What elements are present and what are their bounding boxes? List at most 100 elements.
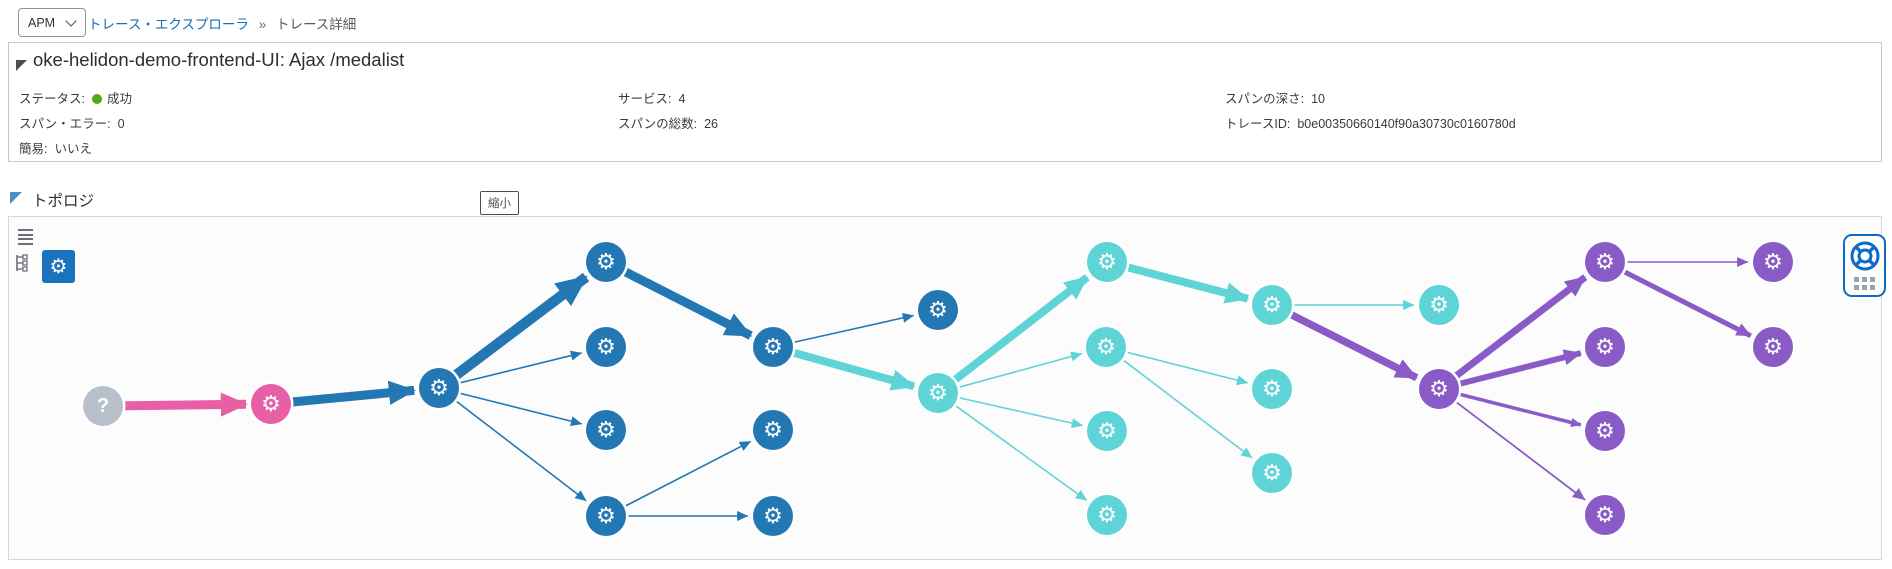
gear-icon: ⚙ <box>1763 334 1783 359</box>
breadcrumb: トレース・エクスプローラ » トレース詳細 <box>88 13 356 33</box>
gear-icon: ⚙ <box>1595 334 1615 359</box>
settings-button[interactable]: ⚙ <box>42 250 75 283</box>
trace-stats-col3: スパンの深さ: 10 トレースID: b0e00350660140f90a30730… <box>1225 87 1516 137</box>
apm-select-value: APM <box>28 15 56 30</box>
gear-icon: ⚙ <box>928 380 948 405</box>
trace-stats-col1: ステータス: 成功 スパン・エラー: 0 簡易: いいえ <box>19 87 132 162</box>
gear-icon: ⚙ <box>1763 249 1783 274</box>
breadcrumb-separator: » <box>258 17 267 32</box>
topology-node[interactable]: ⚙ <box>1585 495 1625 535</box>
services-row: サービス: 4 <box>618 87 718 112</box>
question-mark-icon: ? <box>96 395 110 417</box>
breadcrumb-link-trace-explorer[interactable]: トレース・エクスプローラ <box>88 17 249 32</box>
topology-node[interactable]: ⚙ <box>1087 495 1127 535</box>
topology-node[interactable]: ⚙ <box>1585 242 1625 282</box>
apm-select[interactable]: APM <box>18 8 86 37</box>
topology-node[interactable]: ⚙ <box>918 373 958 413</box>
gear-icon: ⚙ <box>1262 460 1282 485</box>
status-dot-icon <box>91 94 102 104</box>
trace-id-row: トレースID: b0e00350660140f90a30730c0160780d <box>1225 112 1516 137</box>
topology-node[interactable]: ⚙ <box>1585 411 1625 451</box>
trace-stats-col2: サービス: 4 スパンの総数: 26 <box>618 87 718 137</box>
status-row: ステータス: 成功 <box>19 87 132 112</box>
gear-icon: ⚙ <box>763 417 783 442</box>
gear-icon: ⚙ <box>596 417 616 442</box>
gear-icon: ⚙ <box>1096 334 1116 359</box>
trace-summary-panel: oke-helidon-demo-frontend-UI: Ajax /meda… <box>8 42 1882 162</box>
status-label: ステータス: <box>19 92 85 106</box>
topology-node[interactable]: ⚙ <box>586 242 626 282</box>
topology-node[interactable]: ⚙ <box>1087 411 1127 451</box>
gear-icon: ⚙ <box>1595 249 1615 274</box>
span-errors-value: 0 <box>117 117 125 131</box>
total-spans-label: スパンの総数: <box>618 117 698 131</box>
topology-node[interactable]: ⚙ <box>1585 327 1625 367</box>
life-ring-icon <box>1850 241 1879 271</box>
gear-icon: ⚙ <box>261 391 281 416</box>
zoom-out-tooltip: 縮小 <box>480 191 519 215</box>
collapse-triangle-icon[interactable] <box>16 60 27 71</box>
gear-icon: ⚙ <box>1097 249 1117 274</box>
breadcrumb-current: トレース詳細 <box>275 17 357 32</box>
topology-node[interactable]: ⚙ <box>753 410 793 450</box>
topology-root-node[interactable]: ? <box>83 386 123 426</box>
topology-node[interactable]: ⚙ <box>1419 285 1459 325</box>
help-button[interactable] <box>1843 234 1886 297</box>
chevron-down-icon <box>65 14 77 27</box>
topology-node[interactable]: ⚙ <box>918 290 958 330</box>
gear-icon: ⚙ <box>596 334 616 359</box>
trace-id-value: b0e00350660140f90a30730c0160780d <box>1297 117 1516 131</box>
trace-id-label: トレースID: <box>1225 117 1291 131</box>
gear-icon: ⚙ <box>596 503 616 528</box>
topology-node[interactable]: ⚙ <box>1087 242 1127 282</box>
gear-icon: ⚙ <box>1595 418 1615 443</box>
gear-icon: ⚙ <box>1429 292 1449 317</box>
topology-node[interactable]: ⚙ <box>1753 327 1793 367</box>
span-errors-row: スパン・エラー: 0 <box>19 112 132 137</box>
topology-node[interactable]: ⚙ <box>251 384 291 424</box>
topology-section-title: トポロジ <box>32 193 95 210</box>
total-spans-value: 26 <box>704 117 719 131</box>
topology-node[interactable]: ⚙ <box>1252 285 1292 325</box>
gear-icon: ⚙ <box>429 375 449 400</box>
settings-gear-icon: ⚙ <box>49 255 68 278</box>
simple-row: 簡易: いいえ <box>19 137 132 162</box>
trace-title: oke-helidon-demo-frontend-UI: Ajax /meda… <box>33 49 405 70</box>
gear-icon: ⚙ <box>763 503 783 528</box>
span-depth-row: スパンの深さ: 10 <box>1225 87 1516 112</box>
total-spans-row: スパンの総数: 26 <box>618 112 718 137</box>
topology-node[interactable]: ⚙ <box>419 368 459 408</box>
gear-icon: ⚙ <box>928 297 948 322</box>
gear-icon: ⚙ <box>1262 292 1282 317</box>
span-depth-value: 10 <box>1311 92 1326 106</box>
topology-node[interactable]: ⚙ <box>586 496 626 536</box>
gear-icon: ⚙ <box>1429 376 1449 401</box>
grid-dots-icon <box>1854 277 1875 290</box>
status-value: 成功 <box>106 92 132 106</box>
topology-node[interactable]: ⚙ <box>1086 327 1126 367</box>
topology-node[interactable]: ⚙ <box>586 327 626 367</box>
gear-icon: ⚙ <box>1097 418 1117 443</box>
topology-node[interactable]: ⚙ <box>1419 369 1459 409</box>
topology-node[interactable]: ⚙ <box>753 496 793 536</box>
collapse-triangle-icon[interactable] <box>10 192 22 204</box>
tree-layout-icon[interactable] <box>10 251 34 280</box>
topology-node[interactable]: ⚙ <box>1252 369 1292 409</box>
simple-value: いいえ <box>54 142 92 156</box>
topology-node[interactable]: ⚙ <box>1252 453 1292 493</box>
gear-icon: ⚙ <box>1595 502 1615 527</box>
span-depth-label: スパンの深さ: <box>1225 92 1305 106</box>
gear-icon: ⚙ <box>1262 376 1282 401</box>
gear-icon: ⚙ <box>763 334 783 359</box>
services-label: サービス: <box>618 92 672 106</box>
gear-icon: ⚙ <box>596 249 616 274</box>
topology-node[interactable]: ⚙ <box>753 327 793 367</box>
span-errors-label: スパン・エラー: <box>19 117 111 131</box>
menu-icon[interactable] <box>18 229 33 247</box>
gear-icon: ⚙ <box>1097 502 1117 527</box>
topology-node[interactable]: ⚙ <box>586 410 626 450</box>
topology-node[interactable]: ⚙ <box>1753 242 1793 282</box>
simple-label: 簡易: <box>19 142 48 156</box>
services-value: 4 <box>678 92 686 106</box>
